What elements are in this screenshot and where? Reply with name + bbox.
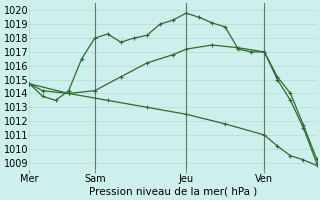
X-axis label: Pression niveau de la mer( hPa ): Pression niveau de la mer( hPa ) [89,187,257,197]
